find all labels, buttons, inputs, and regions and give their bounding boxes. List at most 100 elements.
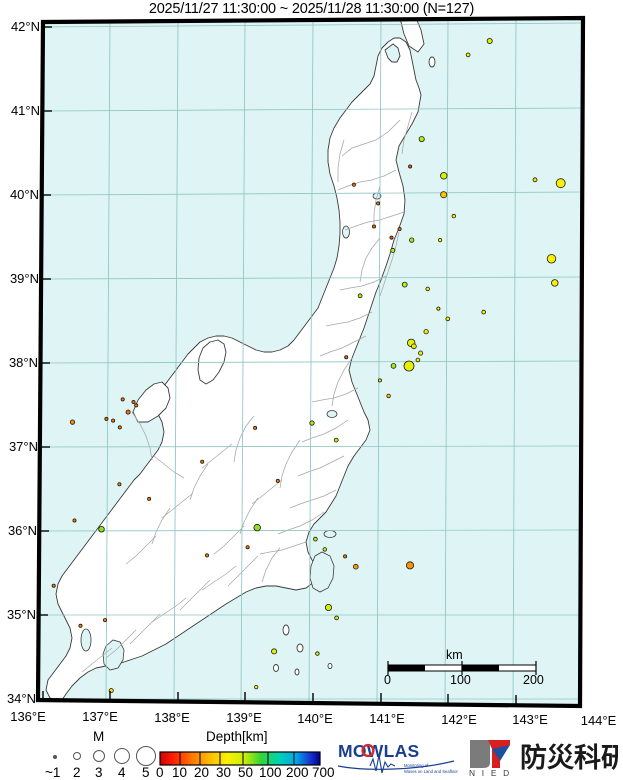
depth-tick-10: 10 — [172, 765, 188, 780]
lat-label-41: 41°N — [10, 103, 40, 118]
epicenter-marker — [125, 409, 131, 415]
epicenter-marker — [440, 172, 448, 180]
epicenter-marker — [315, 651, 320, 656]
nied-acronym: N I E D — [469, 768, 511, 777]
scalebar-tick-200: 200 — [523, 673, 544, 687]
scalebar-unit-label: km — [446, 648, 463, 662]
epicenter-marker — [357, 293, 363, 299]
depth-legend-title: Depth[km] — [206, 729, 268, 744]
epicenter-marker — [51, 583, 56, 588]
epicenter-marker — [403, 360, 415, 372]
epicenter-marker — [352, 563, 359, 570]
epicenter-marker — [486, 38, 493, 45]
depth-tick-30: 30 — [216, 765, 232, 780]
epicenter-marker — [271, 648, 278, 655]
epicenter-marker — [324, 604, 332, 612]
magnitude-label-1: ~1 — [45, 765, 61, 780]
epicenter-marker — [313, 536, 318, 542]
epicenter-marker — [386, 393, 391, 399]
nied-name-ja: 防災科研 — [520, 743, 618, 774]
epicenter-marker — [377, 378, 382, 383]
epicenter-marker — [200, 459, 205, 464]
epicenter-marker — [418, 136, 425, 143]
depth-tick-50: 50 — [238, 765, 254, 780]
land-polygons — [45, 18, 436, 701]
map-body — [38, 18, 583, 706]
frame-ticks — [39, 26, 581, 705]
epicenter-marker — [390, 363, 397, 369]
mowlas-tagline-2: Waves on Land and Seafloor — [404, 769, 458, 774]
epicenter-marker — [120, 397, 125, 402]
lat-label-38: 38°N — [8, 355, 38, 370]
epicenter-marker — [440, 191, 448, 199]
epicenter-marker — [253, 523, 261, 532]
depth-tick-200: 200 — [286, 765, 309, 780]
lat-label-40: 40°N — [9, 187, 39, 202]
epicenter-marker — [532, 177, 538, 183]
epicenter-marker — [134, 403, 139, 408]
lon-label-138: 138°E — [154, 710, 190, 725]
epicenter-marker — [334, 615, 339, 621]
lat-label-42: 42°N — [10, 19, 40, 34]
epicenter-marker — [415, 357, 421, 363]
scalebar-tick-100: 100 — [450, 673, 471, 687]
epicenter-marker — [408, 164, 413, 169]
magnitude-symbol-5 — [136, 746, 156, 766]
depth-tick-0: 0 — [156, 765, 164, 780]
epicenter-marker — [245, 545, 250, 550]
epicenter-marker — [98, 526, 105, 533]
prefecture-boundaries — [81, 111, 413, 673]
epicenter-marker — [390, 247, 396, 253]
epicenter-marker — [389, 235, 394, 240]
lon-label-144: 144°E — [580, 713, 617, 728]
mowlas-wordmark: MOWLAS — [338, 741, 420, 761]
epicenter-marker — [371, 224, 376, 229]
magnitude-label-2: 2 — [73, 765, 81, 780]
epicenter-marker — [117, 482, 122, 487]
epicenter-marker — [343, 554, 348, 559]
epicenter-marker — [423, 329, 429, 335]
epicenter-marker — [451, 213, 456, 219]
lon-label-139: 139°E — [226, 710, 262, 725]
lon-label-140: 140°E — [297, 711, 333, 726]
epicenter-marker — [351, 182, 356, 187]
epicenter-marker — [465, 52, 471, 58]
epicenter-marker — [376, 201, 381, 206]
scalebar-tick-0: 0 — [384, 673, 391, 687]
magnitude-label-5: 5 — [142, 765, 150, 780]
epicenter-marker — [405, 561, 414, 570]
scale-bar — [387, 661, 537, 675]
epicenter-marker — [131, 399, 136, 404]
depth-tick-100: 100 — [259, 765, 282, 780]
magnitude-symbol-1 — [53, 755, 57, 759]
lat-label-39: 39°N — [9, 271, 39, 286]
epicenter-marker — [69, 419, 76, 425]
nied-logo: N I E D 防災科研 — [469, 740, 618, 777]
depth-tick-700: 700 — [312, 765, 335, 780]
epicenter-marker — [445, 316, 451, 322]
magnitude-label-3: 3 — [95, 765, 103, 780]
epicenter-marker — [309, 420, 315, 426]
epicenter-marker — [333, 437, 339, 443]
depth-colorbar — [159, 751, 321, 766]
lon-label-142: 142°E — [441, 712, 477, 727]
mowlas-logo: MOWLAS Monitoring of Waves on Land and S… — [337, 741, 458, 774]
lat-label-36: 36°N — [7, 523, 37, 538]
epicenter-markers — [51, 38, 566, 694]
epicenter-marker — [397, 226, 402, 231]
lon-label-143: 143°E — [512, 712, 548, 727]
depth-tick-20: 20 — [194, 765, 210, 780]
epicenter-marker — [555, 178, 566, 189]
epicenter-marker — [481, 309, 487, 315]
epicenter-marker — [401, 281, 408, 288]
magnitude-label-4: 4 — [118, 765, 126, 780]
lat-label-34: 34°N — [6, 691, 36, 706]
epicenter-marker — [147, 496, 152, 501]
lon-label-141: 141°E — [369, 711, 405, 726]
epicenter-marker — [204, 553, 209, 558]
epicenter-marker — [436, 306, 441, 311]
mowlas-tagline-1: Monitoring of — [404, 763, 429, 768]
epicenter-marker — [72, 518, 77, 523]
